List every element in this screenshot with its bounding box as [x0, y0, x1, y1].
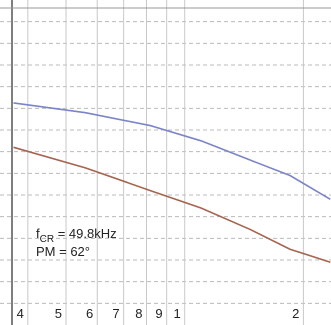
x-tick-label: 1: [173, 306, 180, 321]
x-tick-label: 5: [55, 306, 62, 321]
annotation-symbol: f: [36, 226, 40, 241]
x-tick-label: 2: [292, 306, 299, 321]
series-line: [13, 102, 331, 200]
x-tick-label: 8: [135, 306, 142, 321]
plot-lines: [13, 102, 331, 263]
x-tick-label: 9: [155, 306, 162, 321]
annotation: fCR = 49.8kHz: [36, 226, 117, 245]
annotation: PM = 62°: [36, 244, 90, 259]
series-line: [13, 146, 331, 263]
annotation-text: = 49.8kHz: [54, 226, 117, 241]
x-tick-label: 6: [86, 306, 93, 321]
x-tick-label: 4: [17, 306, 24, 321]
annotation-subscript: CR: [40, 234, 54, 245]
x-tick-label: 7: [112, 306, 119, 321]
